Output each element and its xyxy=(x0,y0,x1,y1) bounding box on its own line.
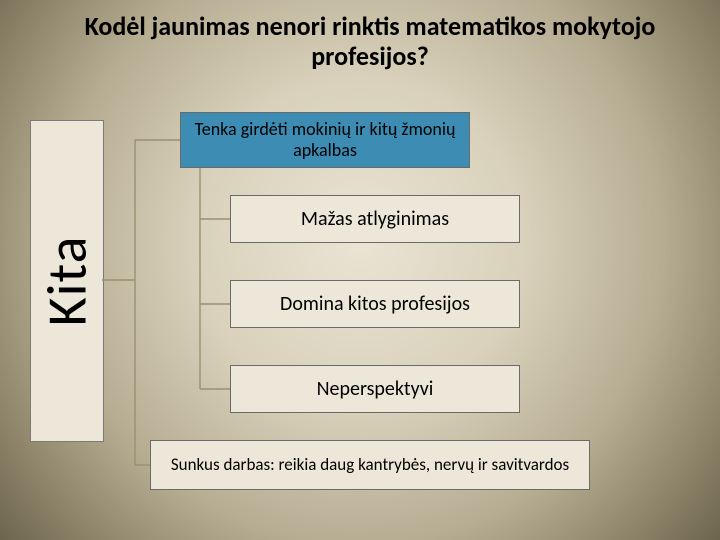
leaf-node-4: Sunkus darbas: reikia daug kantrybės, ne… xyxy=(150,440,590,490)
leaf-node-2: Domina kitos profesijos xyxy=(230,280,520,328)
leaf-node-1: Mažas atlyginimas xyxy=(230,195,520,243)
leaf-text-3: Neperspektyvi xyxy=(317,378,434,401)
root-label: Kita xyxy=(33,236,101,327)
slide-title-text: Kodėl jaunimas nenori rinktis matematiko… xyxy=(85,10,656,72)
slide: Kodėl jaunimas nenori rinktis matematiko… xyxy=(0,0,720,540)
leaf-text-0: Tenka girdėti mokinių ir kitų žmonių apk… xyxy=(189,119,461,160)
leaf-text-2: Domina kitos profesijos xyxy=(280,293,470,316)
root-node: Kita xyxy=(30,120,104,442)
slide-title: Kodėl jaunimas nenori rinktis matematiko… xyxy=(80,12,660,72)
leaf-text-4: Sunkus darbas: reikia daug kantrybės, ne… xyxy=(171,455,569,475)
leaf-node-0: Tenka girdėti mokinių ir kitų žmonių apk… xyxy=(180,112,470,168)
leaf-node-3: Neperspektyvi xyxy=(230,365,520,413)
leaf-text-1: Mažas atlyginimas xyxy=(301,208,449,231)
